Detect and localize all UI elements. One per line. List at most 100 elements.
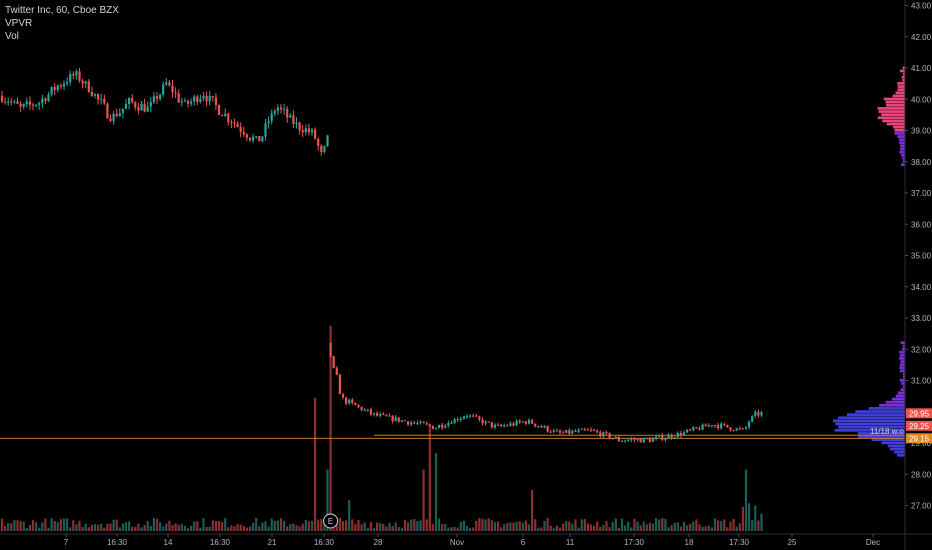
volume-bar [434, 453, 438, 531]
price-tick-label: 42.00 [911, 33, 932, 42]
volume-bar [391, 526, 394, 531]
candle-body [205, 95, 208, 102]
candle-body [633, 439, 636, 441]
candle-body [289, 115, 292, 118]
candle-body [744, 427, 748, 429]
volume-bar [261, 522, 264, 531]
candle-body [230, 122, 233, 124]
volume-profile-row [900, 153, 905, 157]
candle-body [710, 425, 713, 427]
volume-bar [298, 526, 301, 531]
symbol-title[interactable]: Twitter Inc, 60, Cboe BZX [5, 5, 119, 16]
time-axis[interactable]: 7 16:30 14 16:30 21 16:30 28 Nov 6 11 17:30 18 17:30… [0, 533, 932, 547]
candle-body [196, 96, 199, 102]
volume-bar [608, 527, 611, 531]
candle-body [264, 123, 267, 137]
volume-bar [655, 518, 658, 531]
candle-body [568, 430, 571, 434]
vpvr-indicator-label[interactable]: VPVR [5, 18, 33, 29]
candle-body [751, 416, 754, 422]
candle-body [459, 418, 462, 421]
volume-bar [540, 527, 543, 531]
volume-bar [400, 527, 403, 531]
volume-bar [236, 524, 239, 531]
volume-bar [583, 518, 586, 531]
volume-bar [589, 524, 593, 531]
candle-body [407, 421, 410, 425]
volume-bar [323, 522, 326, 531]
volume-profile-row [883, 97, 905, 101]
candle-body [565, 430, 568, 433]
volume-profile-row [882, 119, 905, 123]
volume-bar [177, 524, 180, 531]
volume-bar [531, 490, 534, 531]
volume-profile-row [899, 150, 905, 154]
volume-profile-row [894, 450, 905, 454]
candle-body [394, 417, 397, 422]
candle-body [391, 415, 394, 422]
volume-bar [630, 527, 633, 531]
earnings-marker[interactable]: E [323, 513, 339, 529]
volume-bar [162, 526, 165, 531]
volume-indicator-label[interactable]: Vol [5, 31, 19, 42]
volume-profile-row [903, 344, 905, 348]
level-marker-label: 11/18 w.o [870, 427, 904, 436]
candle-body [267, 121, 270, 124]
volume-bar [289, 523, 292, 531]
candle-body [100, 98, 103, 100]
candle-body [314, 129, 317, 139]
volume-bar [580, 519, 583, 531]
volume-bar [0, 518, 4, 531]
volume-bar [574, 519, 577, 531]
volume-bar [124, 522, 128, 531]
volume-bar [605, 521, 608, 531]
volume-bar [521, 522, 524, 531]
volume-bar [56, 522, 59, 531]
candle-body [310, 129, 314, 133]
candle-body [527, 419, 531, 424]
candle-body [425, 423, 428, 425]
candle-body [478, 416, 481, 420]
time-tick-label: Nov [450, 538, 464, 547]
volume-bar [230, 525, 233, 531]
candle-body [118, 113, 121, 117]
candle-body [419, 421, 422, 423]
candle-body [447, 422, 450, 426]
volume-bar [555, 525, 558, 531]
volume-profile-row [885, 400, 905, 404]
candle-body [428, 424, 431, 426]
volume-bar [310, 520, 314, 531]
volume-profile-row [901, 382, 905, 385]
candle-body [462, 416, 465, 419]
candle-body [369, 409, 372, 415]
candle-body [50, 86, 53, 95]
volume-bar [648, 522, 651, 531]
candle-body [531, 419, 534, 424]
volume-bar [357, 520, 360, 531]
volume-bar [438, 518, 441, 531]
candle-body [323, 146, 326, 152]
volume-bar [69, 527, 72, 531]
candle-body [320, 145, 323, 152]
price-tick-label: 29.00 [911, 439, 932, 448]
volume-bar [66, 518, 69, 531]
volume-bar [190, 525, 193, 531]
candle-body [171, 85, 174, 93]
price-axis[interactable]: 27.0028.0029.0030.0031.0032.0033.0034.00… [904, 0, 932, 550]
candle-body [292, 115, 295, 125]
candle-body [155, 96, 159, 99]
candle-body [757, 411, 760, 416]
candle-body [413, 422, 416, 424]
volume-bar [382, 523, 385, 531]
volume-bar [661, 518, 664, 531]
candle-body [397, 417, 400, 422]
candle-body [382, 414, 385, 416]
volume-bar [354, 523, 357, 531]
volume-profile-row [896, 453, 905, 457]
candle-body [199, 98, 202, 102]
volume-bar [248, 526, 252, 531]
volume-bar [7, 522, 10, 531]
candle-body [202, 95, 205, 99]
volume-profile-row [893, 125, 905, 129]
